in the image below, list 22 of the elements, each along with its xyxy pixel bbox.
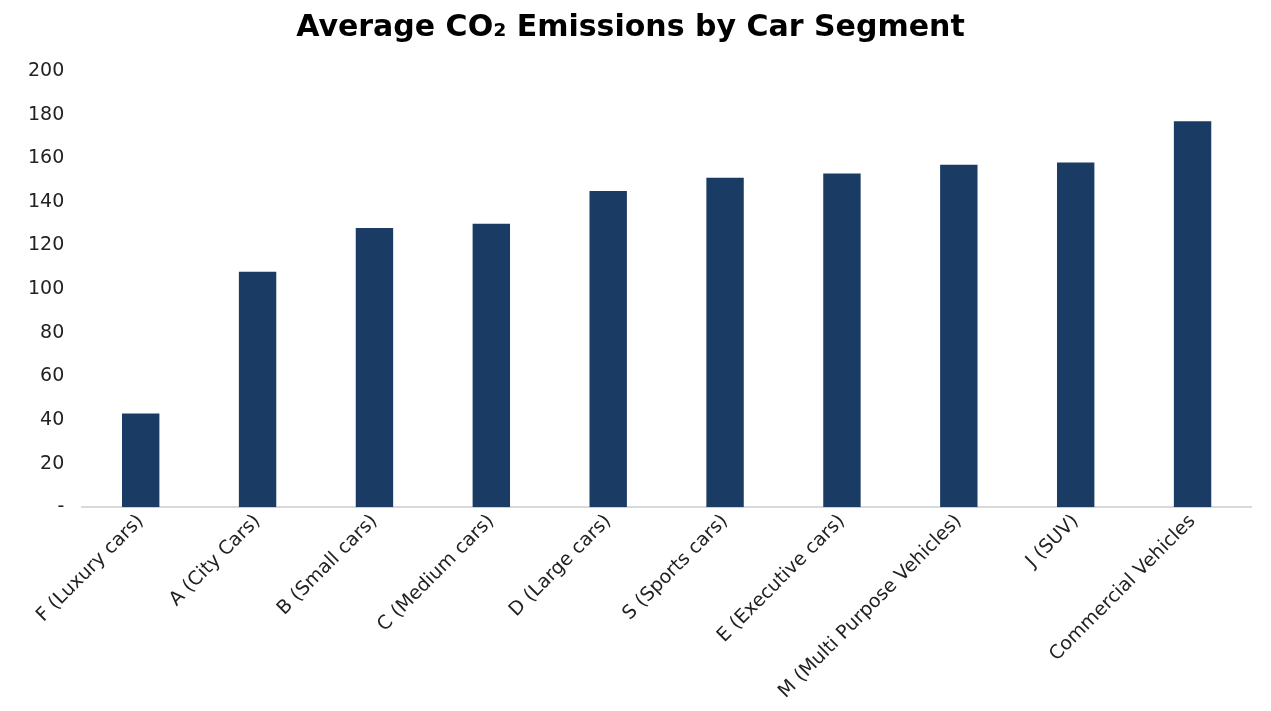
bar bbox=[940, 164, 978, 508]
y-tick-label: - bbox=[57, 494, 65, 517]
y-tick-label: 80 bbox=[40, 319, 65, 342]
bar bbox=[706, 177, 744, 508]
bar bbox=[1173, 121, 1212, 508]
bar bbox=[1056, 162, 1095, 508]
y-tick-label: 200 bbox=[28, 57, 65, 80]
chart-title: Average CO₂ Emissions by Car Segment bbox=[296, 7, 965, 43]
y-tick-label: 120 bbox=[28, 232, 65, 255]
y-tick-label: 40 bbox=[40, 406, 65, 429]
y-tick-label: 180 bbox=[28, 101, 65, 124]
bar bbox=[472, 223, 511, 508]
y-tick-label: 160 bbox=[28, 145, 65, 168]
bar bbox=[122, 413, 160, 508]
bar bbox=[589, 190, 627, 508]
y-tick-label: 60 bbox=[40, 363, 65, 386]
y-tick-label: 100 bbox=[28, 276, 65, 299]
bar bbox=[823, 173, 861, 508]
bar bbox=[355, 228, 394, 508]
y-tick-label: 140 bbox=[28, 188, 65, 211]
y-tick-label: 20 bbox=[40, 450, 65, 473]
bar bbox=[238, 271, 277, 508]
